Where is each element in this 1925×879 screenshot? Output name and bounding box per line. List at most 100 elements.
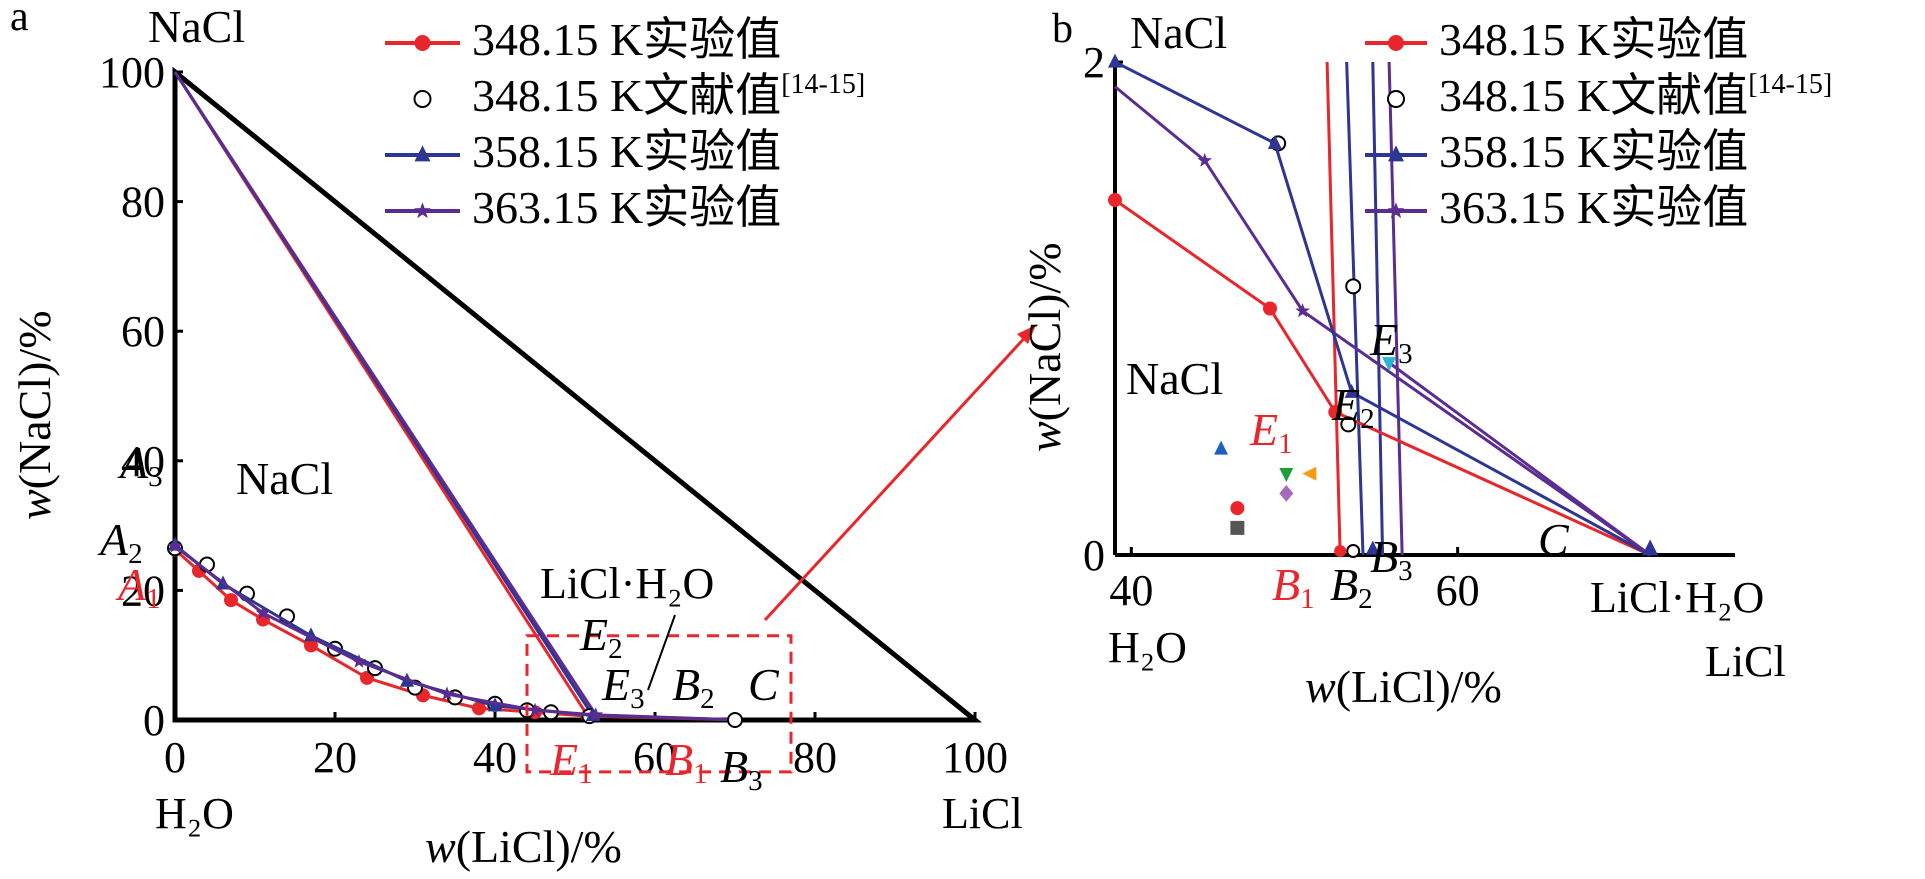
panel-a-xlabel-var: w — [425, 821, 456, 872]
panel-b-point-label-5: B2 — [1330, 559, 1373, 615]
panel-a-tie-line-5 — [595, 713, 744, 722]
panel-b-point-label-5-sub: 2 — [1358, 583, 1373, 615]
panel-a-ytick-label-5: 100 — [99, 48, 165, 97]
panel-a-point-label-9: B3 — [720, 741, 763, 797]
panel-b-point-label-6-sub: 3 — [1398, 555, 1413, 587]
panel-a-point-1-12 — [727, 712, 743, 728]
panel-b-region-licl-h2o: LiCl·H₂O — [1590, 573, 1764, 622]
panel-b-ytick-label-0: 0 — [1083, 531, 1105, 580]
panel-a-legend-text-1: 348.15 K文献值[14-15] — [472, 69, 865, 121]
panel-a-series-line-2 — [174, 543, 593, 717]
panel-b-point-1-2 — [1340, 416, 1357, 433]
panel-b-extra-marker-2 — [1302, 466, 1317, 481]
panel-a-point-label-5-sub: 2 — [700, 683, 715, 715]
panel-a-ytick-label-3: 60 — [121, 307, 165, 356]
panel-b-extra-marker-5 — [1230, 520, 1245, 535]
panel-a-corner-bottom-right: LiCl — [942, 789, 1023, 838]
panel-a-point-label-2-var: A — [115, 559, 147, 610]
panel-a-point-label-4-var: E — [601, 659, 630, 710]
panel-a-point-label-0: A3 — [117, 437, 163, 493]
panel-a-ylabel-rest: (NaCl)/% — [9, 310, 60, 489]
panel-b-point-label-4-sub: 1 — [1300, 583, 1315, 615]
panel-b-tie-line-6 — [1301, 309, 1652, 557]
panel-a-xtick-label-0: 0 — [164, 733, 186, 782]
panel-a-region-licl-h2o: LiCl·H₂O — [540, 559, 714, 608]
panel-b-ylabel-rest: (NaCl)/% — [1019, 242, 1070, 421]
panel-b-axes — [1113, 62, 1735, 557]
panel-b-ticks: 40 60 0 2 — [1083, 38, 1480, 615]
panel-b-series — [1108, 53, 1659, 558]
panel-b-point-label-0-sub: 3 — [1398, 338, 1413, 370]
panel-a-legend-marker-2 — [414, 145, 431, 162]
panel-b-tie-line-4 — [1334, 410, 1651, 557]
panel-b-tie-line-2 — [1371, 61, 1385, 556]
panel-a-zoom-box — [525, 614, 793, 774]
panel-b-point-label-3-var: C — [1538, 514, 1570, 565]
panel-b-label: b — [1052, 6, 1073, 52]
panel-b-point-0-2 — [1328, 405, 1343, 420]
panel-b-extra-marker-6 — [1382, 357, 1397, 372]
panel-a-e2-pointer — [647, 614, 676, 691]
panel-b-point-1-1 — [1345, 278, 1362, 295]
panel-b-c-point — [1642, 539, 1659, 556]
panel-a-point-0-4 — [304, 638, 318, 653]
panel-b-point-label-3: C — [1538, 514, 1570, 565]
panel-b-point-label-2-sub: 1 — [1278, 428, 1293, 460]
panel-b-legend-text-1: 348.15 K文献值[14-15] — [1439, 69, 1832, 121]
panel-b-region-nacl: NaCl — [1126, 353, 1223, 404]
panel-a-point-3-2 — [351, 654, 367, 668]
panel-a-tie-lines — [173, 71, 744, 722]
panel-b-point-label-4-var: B — [1272, 559, 1300, 610]
panel-b-series-2 — [1108, 53, 1359, 398]
panel-a-region-nacl: NaCl — [236, 453, 333, 504]
panel-b-legend-marker-0 — [1388, 35, 1404, 51]
panel-a-point-label-8: B1 — [665, 734, 708, 790]
panel-a-xlabel: w(LiCl)/% — [425, 821, 622, 872]
panel-a-ticks: 0 20 40 60 80 100 0 20 40 60 80 100 — [99, 48, 1008, 782]
panel-b-ylabel-var: w — [1019, 421, 1070, 452]
panel-b-series-line-2 — [1114, 60, 1354, 393]
panel-b-extra-marker-1 — [1279, 468, 1294, 483]
panel-a-series-0 — [168, 542, 595, 724]
panel-b-point-3-2 — [1295, 303, 1310, 318]
panel-a-corner-top: NaCl — [148, 1, 245, 52]
panel-b-xlabel: w(LiCl)/% — [1305, 661, 1502, 712]
panel-b-corner-bottom-right: LiCl — [1705, 637, 1786, 686]
panel-b-xtick-label-0: 40 — [1109, 566, 1153, 615]
panel-a-legend-text-0: 348.15 K实验值 — [472, 14, 781, 65]
panel-a-point-0-7 — [472, 701, 486, 716]
panel-a-point-label-3-sub: 2 — [608, 633, 623, 665]
panel-a-legend-text-2: 358.15 K实验值 — [472, 126, 781, 177]
panel-a-ylabel: w(NaCl)/% — [9, 310, 60, 520]
panel-a-point-label-4-sub: 3 — [630, 683, 645, 715]
panel-a-point-3-4 — [527, 702, 543, 717]
panel-b-corner-top: NaCl — [1130, 7, 1227, 58]
panel-a-point-label-5: B2 — [672, 659, 715, 715]
panel-a-point-label-5-var: B — [672, 659, 700, 710]
panel-b-point-3-1 — [1197, 152, 1213, 167]
panel-a-legend-text-3: 363.15 K实验值 — [472, 182, 781, 233]
panel-b-point-2-2 — [1344, 383, 1359, 398]
panel-b-point-0-0 — [1108, 193, 1122, 208]
panel-b-point-label-6: B3 — [1370, 531, 1413, 587]
panel-b-point-label-0: E3 — [1369, 314, 1413, 370]
panel-a-series — [167, 536, 743, 728]
panel-a-ytick-label-4: 80 — [121, 178, 165, 227]
panel-a-series-line-0 — [174, 548, 588, 718]
panel-a: a 0 20 40 60 80 100 0 20 40 60 80 100 NaCl H₂O LiCl… — [9, 0, 1023, 872]
panel-a-xtick-label-3: 60 — [633, 733, 677, 782]
panel-a-legend-sup-1: [14-15] — [781, 69, 865, 100]
panel-a-point-label-1-var: A — [97, 514, 129, 565]
panel-a-legend-marker-3 — [414, 202, 431, 219]
panel-b-extra-marker-4 — [1279, 484, 1294, 502]
panel-a-ytick-label-0: 0 — [143, 696, 165, 745]
panel-a-point-label-9-var: B — [720, 741, 748, 792]
panel-b-point-label-6-var: B — [1370, 531, 1398, 582]
panel-a-xtick-label-2: 40 — [473, 733, 517, 782]
panel-b-corner-bottom-left: H₂O — [1108, 623, 1187, 672]
panel-b-series-0 — [1108, 193, 1343, 420]
